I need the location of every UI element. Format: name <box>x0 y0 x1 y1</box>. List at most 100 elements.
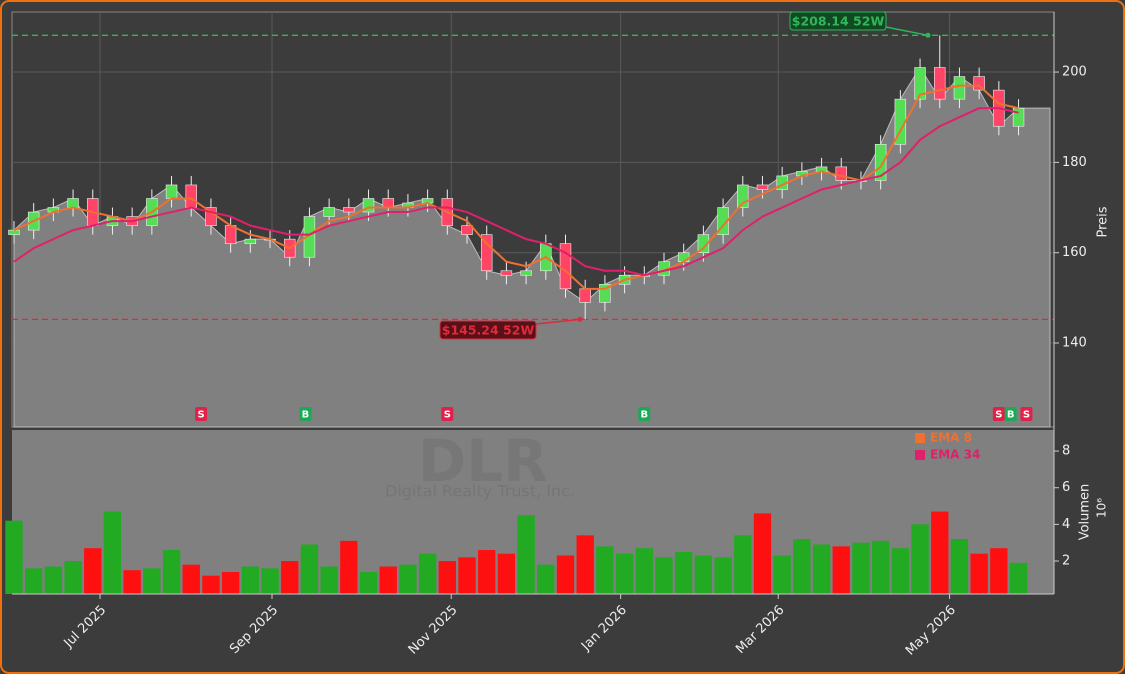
volume-bar <box>84 548 102 594</box>
candle-body <box>835 166 847 181</box>
volume-bar <box>418 553 437 594</box>
volume-bar <box>340 540 358 594</box>
candle-body <box>8 229 20 235</box>
volume-bar <box>103 511 122 594</box>
volume-bar <box>655 557 673 594</box>
volume-bar <box>25 568 43 594</box>
signal-label: S <box>1023 410 1030 421</box>
volume-bar <box>576 535 594 594</box>
y-tick-label: 2 <box>1062 554 1070 569</box>
volume-bar <box>556 555 575 594</box>
legend-swatch <box>915 433 925 443</box>
annotation-arrow <box>535 318 581 325</box>
volume-bar <box>320 566 338 594</box>
volume-bar <box>399 564 417 594</box>
y-tick-label: 200 <box>1062 65 1087 80</box>
candle-body <box>500 270 513 276</box>
signal-label: B <box>302 410 310 421</box>
volume-bar <box>261 568 279 594</box>
volume-bar <box>123 570 141 594</box>
signal-marker <box>1020 407 1033 421</box>
y-tick-label: 140 <box>1062 336 1087 351</box>
volume-bar <box>931 511 949 594</box>
candle-body <box>480 234 493 272</box>
candle-body <box>953 76 966 100</box>
candle-body <box>677 252 690 263</box>
candle-body <box>520 270 532 276</box>
volume-bar <box>990 548 1008 594</box>
volume-bar <box>911 524 929 594</box>
volume-bar <box>359 572 378 594</box>
volume-bar <box>675 551 693 594</box>
volume-bar <box>478 550 496 594</box>
y-tick-label: 160 <box>1062 245 1087 260</box>
volume-bar <box>143 568 161 594</box>
volume-bar <box>1009 562 1028 594</box>
arrow-head <box>925 32 931 38</box>
volume-bar <box>694 555 713 594</box>
candle-body <box>934 67 946 100</box>
y-axis-label: Volumen <box>1078 484 1093 541</box>
candle-body <box>697 234 710 253</box>
signal-label: S <box>444 410 451 421</box>
y-axis-unit: 10⁶ <box>1095 498 1109 518</box>
volume-bar <box>852 542 870 594</box>
legend-label: EMA 8 <box>930 431 972 445</box>
volume-bar <box>182 564 200 594</box>
candle-body <box>303 216 316 258</box>
candle-body <box>343 207 355 213</box>
candle-body <box>579 288 591 303</box>
signal-label: S <box>995 410 1002 421</box>
volume-bar <box>714 557 732 594</box>
ema-line <box>13 107 1019 277</box>
arrow-head <box>577 316 583 322</box>
signal-label: B <box>640 410 648 421</box>
volume-bar <box>64 561 82 594</box>
y-tick-label: 180 <box>1062 155 1087 170</box>
candle-body <box>756 184 769 190</box>
signal-marker <box>299 407 312 421</box>
volume-bar <box>379 566 397 594</box>
volume-bar <box>458 557 476 594</box>
symbol-watermark: DLR <box>418 427 548 495</box>
signal-marker <box>441 407 454 421</box>
volume-bar <box>615 553 634 594</box>
ema-line <box>13 84 1019 290</box>
annotation: $145.24 52W <box>442 323 535 338</box>
volume-bar <box>537 564 555 594</box>
annotation-arrow <box>885 26 929 37</box>
candle-body <box>323 207 335 217</box>
annotation: $208.14 52W <box>792 14 885 29</box>
legend-swatch <box>915 450 925 460</box>
signal-label: B <box>1007 410 1015 421</box>
volume-bar <box>281 561 299 594</box>
volume-bar <box>635 548 653 594</box>
candle-body <box>599 284 611 303</box>
candle-body <box>67 198 79 208</box>
legend-label: EMA 34 <box>930 448 980 462</box>
volume-bar <box>773 555 791 594</box>
volume-bar <box>950 539 969 594</box>
signal-marker <box>195 407 208 421</box>
volume-bar <box>300 544 319 594</box>
y-tick-label: 6 <box>1062 480 1070 495</box>
volume-bar <box>596 546 614 594</box>
volume-bar <box>497 553 516 594</box>
volume-bar <box>517 515 535 594</box>
volume-bar <box>438 561 456 594</box>
volume-bar <box>162 550 181 594</box>
volume-bar <box>734 535 752 594</box>
signal-marker <box>1004 407 1017 421</box>
y-tick-label: 4 <box>1062 517 1070 532</box>
volume-bar <box>793 539 811 594</box>
candle-body <box>165 184 178 199</box>
candle-body <box>737 184 749 208</box>
candle-body <box>717 207 729 235</box>
volume-bar <box>832 546 850 594</box>
volume-bar <box>871 540 890 594</box>
candle-body <box>461 225 473 235</box>
volume-bar <box>221 572 240 594</box>
candle-body <box>244 238 257 244</box>
y-tick-label: 8 <box>1062 444 1070 459</box>
